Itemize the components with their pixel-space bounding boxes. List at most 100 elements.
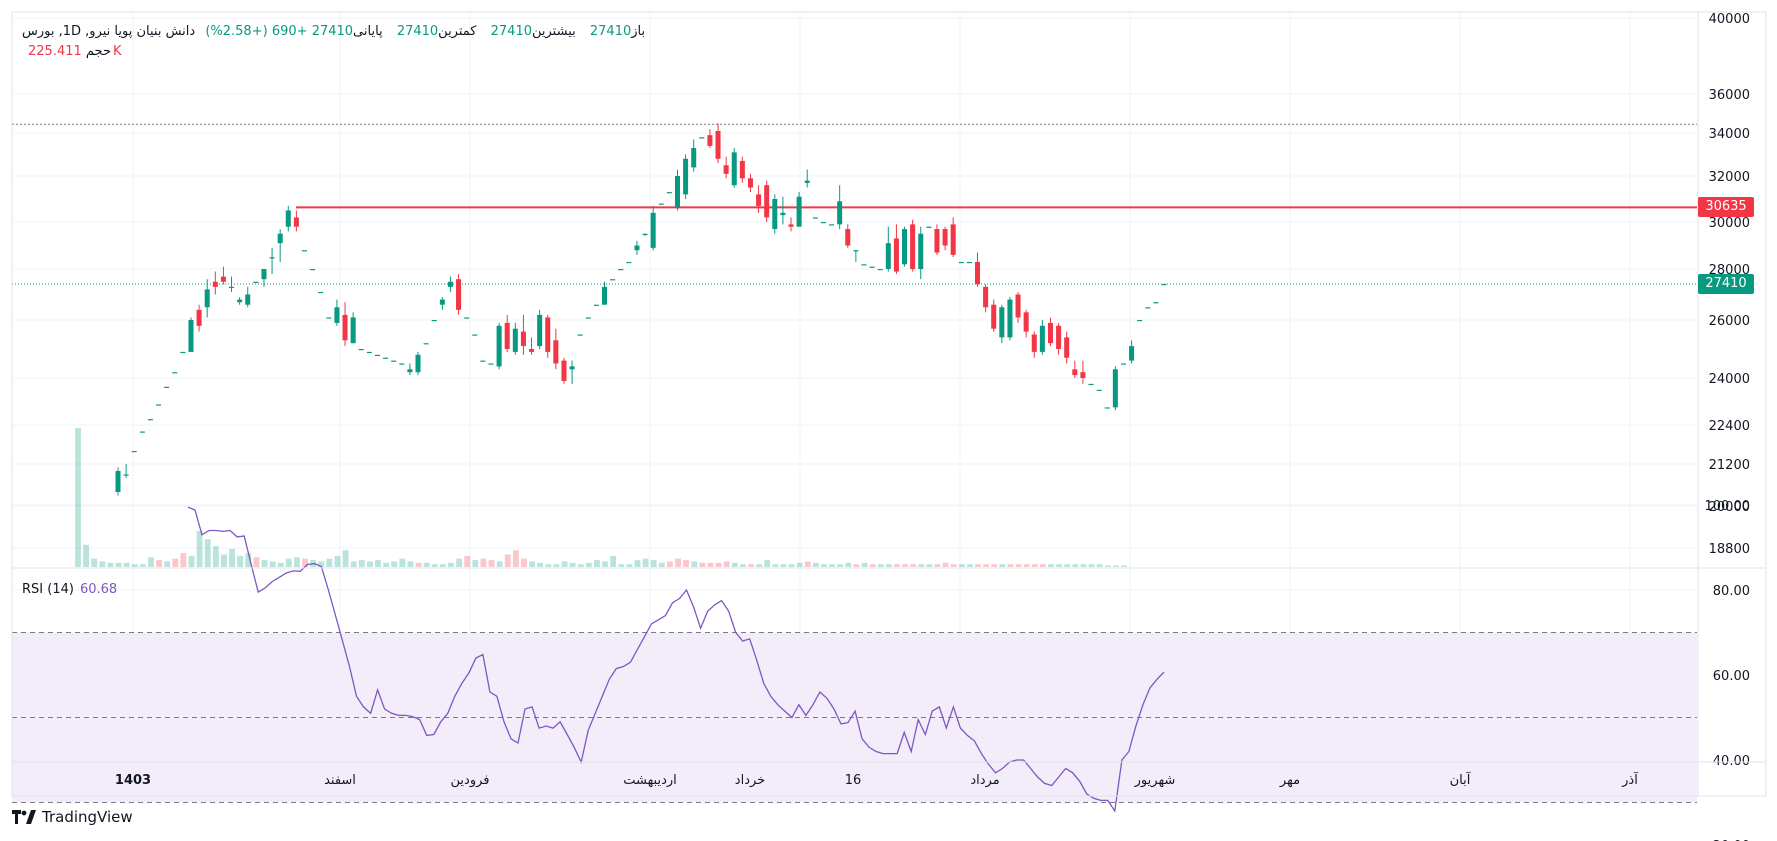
candle-body <box>593 304 599 306</box>
candle-body <box>407 369 413 373</box>
candle-body <box>212 281 218 287</box>
candle-body <box>618 269 624 271</box>
candle-body <box>950 224 956 255</box>
candle-body <box>1129 346 1135 361</box>
volume-bar <box>942 562 949 567</box>
volume-bar <box>164 561 171 567</box>
volume-bar <box>821 564 827 567</box>
volume-bar <box>812 562 819 567</box>
volume-bar <box>448 562 454 567</box>
price-tick-label: 21200 <box>1709 458 1750 473</box>
candle-body <box>699 137 705 139</box>
candle-body <box>1153 302 1159 304</box>
candle-body <box>456 279 462 310</box>
candle-body <box>301 250 308 252</box>
time-axis[interactable]: 1403 اسفند فرودین اردیبهشت خرداد 16 مرداد شهریو… <box>115 771 1639 788</box>
volume-bar <box>739 564 746 567</box>
volume-bar <box>950 564 957 567</box>
price-tick-label: 40000 <box>1709 12 1750 27</box>
candle-body <box>893 238 899 272</box>
chart-frame <box>11 11 1767 797</box>
candle-body <box>569 366 575 370</box>
price-tick-label: 24000 <box>1709 372 1750 387</box>
candle-body <box>577 334 583 336</box>
candle-body <box>537 314 543 347</box>
volume-bar <box>691 561 698 567</box>
volume-bar <box>334 555 341 567</box>
volume-bar <box>1072 564 1079 567</box>
volume-bar <box>561 561 568 567</box>
ohlc-row: دانش بنیان پویا نیرو, 1D, بورس باز27410 … <box>22 22 655 42</box>
brand-name: TradingView <box>42 808 133 826</box>
candle-body <box>1080 372 1086 378</box>
volume-bar <box>91 558 98 567</box>
candle-body <box>796 196 802 227</box>
time-tick-label: مرداد <box>970 773 999 788</box>
last-price-tag: 27410 <box>1698 274 1754 295</box>
volume-bar <box>675 558 681 567</box>
volume-bar <box>366 561 373 567</box>
candle-body <box>918 233 924 269</box>
candle-body <box>156 404 162 406</box>
horizontal-lines[interactable] <box>12 123 1697 285</box>
volume-bar <box>375 560 381 567</box>
volume-bar <box>188 555 195 567</box>
candle-body <box>423 343 429 345</box>
volume-bar <box>180 553 187 567</box>
candle-body <box>634 245 640 251</box>
volume-bar <box>1080 564 1087 567</box>
open-label: باز <box>631 24 646 39</box>
volume-bar <box>415 562 422 567</box>
low-label: کمترین <box>438 24 477 39</box>
volume-bar <box>999 564 1006 567</box>
candle-body <box>829 224 835 226</box>
candle-body <box>1137 320 1143 322</box>
volume-bar <box>512 550 519 567</box>
candle-body <box>318 291 324 294</box>
volume-bar <box>967 564 973 567</box>
volume-bar <box>521 558 527 567</box>
volume-bar <box>861 562 868 567</box>
candle-body <box>415 354 421 373</box>
volume-bar <box>83 544 90 567</box>
volume-value: 225.411K <box>28 44 122 59</box>
candle-body <box>820 222 826 224</box>
close-label: پایانی <box>353 24 383 39</box>
volume-bar <box>326 558 333 567</box>
candle-body <box>561 360 567 381</box>
candle-body <box>188 320 194 352</box>
price-tick-label: 30000 <box>1709 216 1750 231</box>
tradingview-logo[interactable]: TradingView <box>12 808 133 826</box>
volume-bar <box>156 560 163 567</box>
candle-body <box>172 372 178 374</box>
volume-bar <box>594 560 600 567</box>
candle-body <box>488 363 494 365</box>
candle-body <box>1047 322 1053 344</box>
candle-body <box>237 299 243 303</box>
volume-bar <box>577 564 584 567</box>
candle-body <box>837 201 843 225</box>
rsi-tick-label: 100.00 <box>1705 499 1751 514</box>
candle-body <box>812 217 818 219</box>
price-axis[interactable]: 4000036000340003200030000280002600024000… <box>1709 12 1750 557</box>
volume-bar <box>918 564 925 567</box>
volume-bar <box>1007 564 1014 567</box>
volume-bar <box>464 555 471 567</box>
volume-bar <box>991 564 998 567</box>
volume-bar <box>1088 564 1095 567</box>
time-tick-label: فرودین <box>451 773 490 788</box>
candle-body <box>310 269 316 271</box>
volume-bar <box>302 558 308 567</box>
candlesticks[interactable] <box>115 123 1167 496</box>
volume-bar <box>1112 565 1119 567</box>
symbol-title[interactable]: دانش بنیان پویا نیرو, 1D, بورس <box>22 24 196 39</box>
candle-body <box>261 269 267 280</box>
pane-borders <box>11 11 1767 797</box>
candle-body <box>464 317 470 319</box>
candle-body <box>723 165 729 174</box>
rsi-label[interactable]: RSI (14) <box>22 582 74 597</box>
candle-body <box>269 257 275 259</box>
volume-bar <box>788 564 795 567</box>
low-value: 27410 <box>396 24 439 39</box>
